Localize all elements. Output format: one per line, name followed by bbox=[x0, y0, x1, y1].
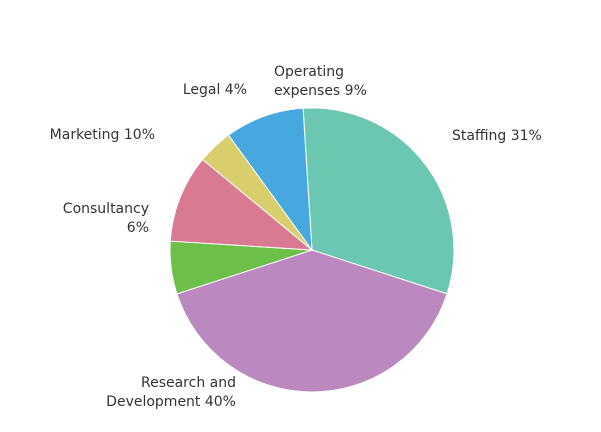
slice-label-line: Development 40% bbox=[106, 394, 236, 410]
pie-slice-0 bbox=[302, 107, 455, 295]
slice-label-4: Legal 4% bbox=[183, 82, 247, 98]
slice-label-0: Staffing 31% bbox=[452, 128, 542, 144]
slice-label-1: Research and Development 40% bbox=[106, 375, 236, 410]
slice-label-line: Research and bbox=[141, 375, 236, 391]
slice-label-3: Marketing 10% bbox=[50, 127, 155, 143]
slice-label-2: Consultancy 6% bbox=[63, 201, 149, 236]
slice-label-line: Staffing 31% bbox=[452, 128, 542, 144]
pie-slice-5 bbox=[227, 107, 313, 252]
slice-label-5: Operating expenses 9% bbox=[274, 64, 367, 99]
labels-layer: Staffing 31% Research and Development 40% C… bbox=[50, 64, 542, 410]
slice-label-line: Legal 4% bbox=[183, 82, 247, 98]
slice-label-line: Consultancy bbox=[63, 201, 149, 217]
slice-label-line: expenses 9% bbox=[274, 83, 367, 99]
slice-label-line: 6% bbox=[127, 220, 149, 236]
pie-slice-3 bbox=[169, 158, 314, 251]
slice-label-line: Marketing 10% bbox=[50, 127, 155, 143]
slices-layer bbox=[169, 107, 455, 393]
pie-slice-1 bbox=[176, 249, 448, 393]
slice-label-line: Operating bbox=[274, 64, 344, 80]
